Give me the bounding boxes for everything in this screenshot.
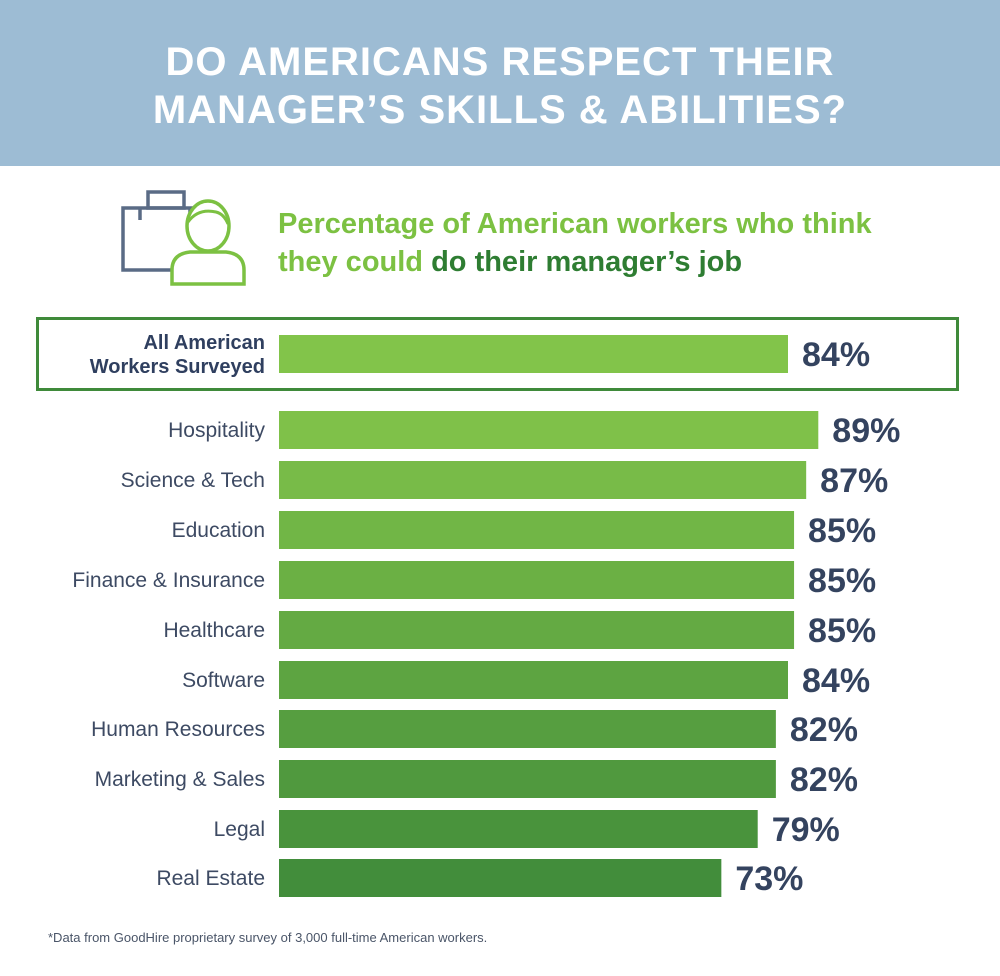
category-label-marketing-and-sales: Marketing & Sales [95,768,265,791]
bar-marketing-and-sales [279,760,776,798]
bar-hospitality [279,411,819,449]
category-label-healthcare: Healthcare [163,619,265,642]
category-label-education: Education [172,519,265,542]
footnote: *Data from GoodHire proprietary survey o… [48,930,488,945]
category-label-finance-and-insurance: Finance & Insurance [72,569,265,592]
value-label-hospitality: 89% [832,412,900,450]
value-label-education: 85% [808,512,876,550]
bar-software [279,661,788,699]
value-label-software: 84% [802,662,870,700]
value-label-human-resources: 82% [790,711,858,749]
highlight-box [36,317,959,391]
category-label-real-estate: Real Estate [156,867,265,890]
value-label-real-estate: 73% [735,860,803,898]
value-label-legal: 79% [772,811,840,849]
header-banner: DO AMERICANS RESPECT THEIR MANAGER’S SKI… [0,0,1000,166]
category-label-all-american-workers-surveyed-line-2: Workers Surveyed [90,356,265,378]
bar-finance-and-insurance [279,561,795,599]
category-label-science-and-tech: Science & Tech [121,469,265,492]
value-label-healthcare: 85% [808,612,876,650]
category-label-software: Software [182,669,265,692]
value-label-finance-and-insurance: 85% [808,562,876,600]
bar-education [279,511,795,549]
category-label-human-resources: Human Resources [91,718,265,741]
bar-all-american-workers-surveyed [279,335,788,373]
category-label-legal: Legal [214,818,265,841]
bar-real-estate [279,859,722,897]
page-title-line-2: MANAGER’S SKILLS & ABILITIES? [152,88,848,132]
subtitle-line-2: they could do their manager’s job [278,243,978,281]
page-title-line-1: DO AMERICANS RESPECT THEIR [165,40,835,84]
bar-science-and-tech [279,461,807,499]
bar-healthcare [279,611,795,649]
value-label-all-american-workers-surveyed: 84% [802,336,870,374]
briefcase-person-icon [118,188,248,288]
page-title: DO AMERICANS RESPECT THEIR MANAGER’S SKI… [0,38,1000,134]
bar-legal [279,810,758,848]
chart-subtitle: Percentage of American workers who think… [278,205,978,281]
value-label-science-and-tech: 87% [820,462,888,500]
category-label-all-american-workers-surveyed-line-1: All American [143,332,265,354]
subtitle-emphasis: do their manager’s job [431,246,743,278]
subtitle-line-1: Percentage of American workers who think [278,208,872,240]
value-label-marketing-and-sales: 82% [790,761,858,799]
subtitle-lead: they could [278,246,432,278]
bar-human-resources [279,710,776,748]
category-label-hospitality: Hospitality [168,419,265,442]
